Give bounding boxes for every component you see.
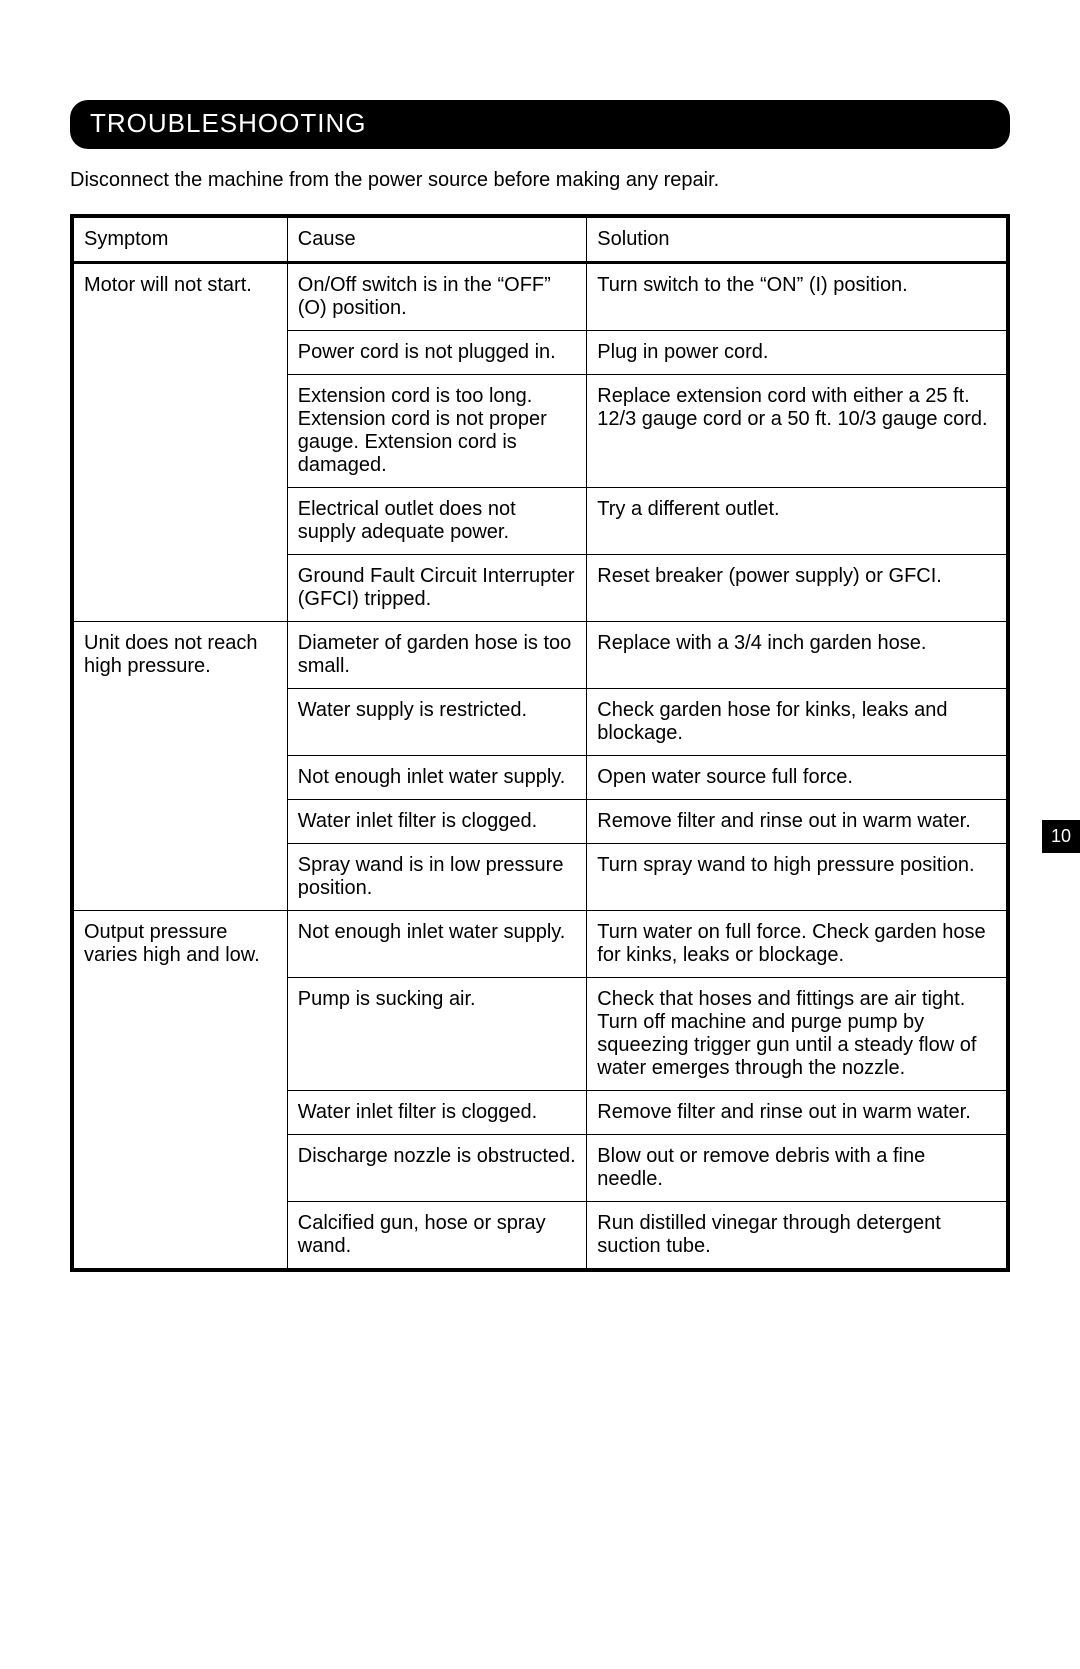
solution-cell: Replace with a 3/4 inch garden hose. (587, 622, 1008, 689)
cause-cell: On/Off switch is in the “OFF” (O) positi… (287, 263, 587, 331)
table-header-cause: Cause (287, 216, 587, 263)
symptom-cell (72, 756, 287, 800)
cause-cell: Water inlet filter is clogged. (287, 800, 587, 844)
troubleshooting-table: SymptomCauseSolutionMotor will not start… (70, 214, 1010, 1272)
cause-cell: Power cord is not plugged in. (287, 331, 587, 375)
table-header-row: SymptomCauseSolution (72, 216, 1008, 263)
solution-cell: Blow out or remove debris with a fine ne… (587, 1135, 1008, 1202)
page-number-tab: 10 (1042, 820, 1080, 853)
symptom-cell (72, 555, 287, 622)
cause-cell: Electrical outlet does not supply adequa… (287, 488, 587, 555)
symptom-cell (72, 800, 287, 844)
symptom-cell: Unit does not reach high pressure. (72, 622, 287, 689)
table-row: Pump is sucking air.Check that hoses and… (72, 978, 1008, 1091)
symptom-cell (72, 375, 287, 488)
cause-cell: Water inlet filter is clogged. (287, 1091, 587, 1135)
symptom-cell (72, 1202, 287, 1271)
table-row: Water inlet filter is clogged.Remove fil… (72, 1091, 1008, 1135)
solution-cell: Run distilled vinegar through detergent … (587, 1202, 1008, 1271)
cause-cell: Discharge nozzle is obstructed. (287, 1135, 587, 1202)
solution-cell: Check that hoses and fittings are air ti… (587, 978, 1008, 1091)
table-header-solution: Solution (587, 216, 1008, 263)
table-row: Water supply is restricted.Check garden … (72, 689, 1008, 756)
symptom-cell (72, 978, 287, 1091)
section-heading: TROUBLESHOOTING (70, 100, 1010, 149)
cause-cell: Calcified gun, hose or spray wand. (287, 1202, 587, 1271)
solution-cell: Reset breaker (power supply) or GFCI. (587, 555, 1008, 622)
table-row: Spray wand is in low pressure position.T… (72, 844, 1008, 911)
solution-cell: Check garden hose for kinks, leaks and b… (587, 689, 1008, 756)
cause-cell: Ground Fault Circuit Interrupter (GFCI) … (287, 555, 587, 622)
table-row: Discharge nozzle is obstructed.Blow out … (72, 1135, 1008, 1202)
table-header-symptom: Symptom (72, 216, 287, 263)
cause-cell: Spray wand is in low pressure position. (287, 844, 587, 911)
solution-cell: Try a different outlet. (587, 488, 1008, 555)
solution-cell: Turn spray wand to high pressure positio… (587, 844, 1008, 911)
cause-cell: Diameter of garden hose is too small. (287, 622, 587, 689)
table-row: Calcified gun, hose or spray wand.Run di… (72, 1202, 1008, 1271)
symptom-cell: Output pressure varies high and low. (72, 911, 287, 978)
cause-cell: Not enough inlet water supply. (287, 756, 587, 800)
symptom-cell: Motor will not start. (72, 263, 287, 331)
solution-cell: Open water source full force. (587, 756, 1008, 800)
table-row: Not enough inlet water supply.Open water… (72, 756, 1008, 800)
solution-cell: Turn switch to the “ON” (I) position. (587, 263, 1008, 331)
symptom-cell (72, 1091, 287, 1135)
table-row: Output pressure varies high and low.Not … (72, 911, 1008, 978)
intro-text: Disconnect the machine from the power so… (70, 169, 1010, 192)
solution-cell: Turn water on full force. Check garden h… (587, 911, 1008, 978)
solution-cell: Plug in power cord. (587, 331, 1008, 375)
table-row: Water inlet filter is clogged.Remove fil… (72, 800, 1008, 844)
solution-cell: Remove filter and rinse out in warm wate… (587, 1091, 1008, 1135)
table-row: Motor will not start.On/Off switch is in… (72, 263, 1008, 331)
symptom-cell (72, 488, 287, 555)
table-row: Unit does not reach high pressure.Diamet… (72, 622, 1008, 689)
cause-cell: Pump is sucking air. (287, 978, 587, 1091)
cause-cell: Not enough inlet water supply. (287, 911, 587, 978)
cause-cell: Extension cord is too long. Extension co… (287, 375, 587, 488)
solution-cell: Remove filter and rinse out in warm wate… (587, 800, 1008, 844)
table-row: Ground Fault Circuit Interrupter (GFCI) … (72, 555, 1008, 622)
solution-cell: Replace extension cord with either a 25 … (587, 375, 1008, 488)
cause-cell: Water supply is restricted. (287, 689, 587, 756)
table-row: Power cord is not plugged in.Plug in pow… (72, 331, 1008, 375)
symptom-cell (72, 844, 287, 911)
symptom-cell (72, 689, 287, 756)
symptom-cell (72, 331, 287, 375)
table-row: Electrical outlet does not supply adequa… (72, 488, 1008, 555)
symptom-cell (72, 1135, 287, 1202)
table-row: Extension cord is too long. Extension co… (72, 375, 1008, 488)
